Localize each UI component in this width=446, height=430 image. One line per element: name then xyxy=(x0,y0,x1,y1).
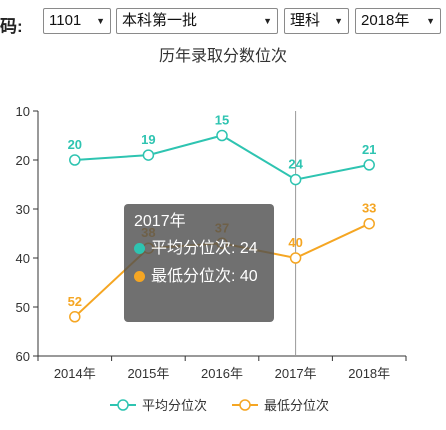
data-label: 20 xyxy=(68,137,82,152)
x-tick-label: 2014年 xyxy=(54,366,96,381)
data-point xyxy=(142,149,155,161)
subject-select[interactable]: 理科 ▼ xyxy=(284,8,349,34)
data-label: 52 xyxy=(68,294,82,309)
data-label: 33 xyxy=(362,201,376,216)
chevron-down-icon: ▼ xyxy=(96,16,105,26)
chevron-down-icon: ▼ xyxy=(426,16,435,26)
legend-marker-icon xyxy=(239,399,251,411)
data-label: 21 xyxy=(362,142,376,157)
data-point xyxy=(69,154,81,166)
code-label: 码: xyxy=(0,17,23,36)
x-tick-label: 2017年 xyxy=(275,366,317,381)
data-label: 24 xyxy=(288,157,303,172)
tooltip-row-avg-label: 平均分位次: 24 xyxy=(151,240,258,257)
y-tick-label: 10 xyxy=(16,104,30,119)
chevron-down-icon: ▼ xyxy=(263,16,272,26)
series-line-0 xyxy=(74,134,370,181)
y-tick-label: 40 xyxy=(16,251,30,266)
year-select[interactable]: 2018年 ▼ xyxy=(355,8,441,34)
data-point xyxy=(289,252,302,264)
batch-select[interactable]: 本科第一批 ▼ xyxy=(116,8,278,34)
data-label: 15 xyxy=(215,113,229,128)
subject-select-value: 理科 xyxy=(290,12,321,29)
y-tick-label: 50 xyxy=(16,300,30,315)
x-tick-label: 2016年 xyxy=(201,366,243,381)
y-tick-label: 20 xyxy=(16,153,30,168)
min-series-dot-icon xyxy=(134,271,145,282)
batch-select-value: 本科第一批 xyxy=(122,12,198,29)
data-point xyxy=(69,311,81,323)
data-label: 40 xyxy=(288,235,302,250)
legend-marker-icon xyxy=(117,399,129,411)
code-select[interactable]: 1101 ▼ xyxy=(43,8,111,34)
x-tick-label: 2015年 xyxy=(127,366,169,381)
data-label: 19 xyxy=(141,132,155,147)
filter-toolbar: 码: 1101 ▼ 本科第一批 ▼ 理科 ▼ 2018年 ▼ xyxy=(0,8,446,36)
y-tick-label: 60 xyxy=(16,349,30,364)
tooltip-row-min: 最低分位次: 40 xyxy=(134,266,264,288)
x-tick-label: 2018年 xyxy=(348,366,390,381)
data-point xyxy=(216,129,228,142)
tooltip-row-min-label: 最低分位次: 40 xyxy=(151,268,258,285)
data-point xyxy=(363,217,375,230)
code-select-value: 1101 xyxy=(49,12,82,29)
legend-label: 平均分位次 xyxy=(142,398,207,413)
avg-series-dot-icon xyxy=(134,243,145,254)
tooltip-row-avg: 平均分位次: 24 xyxy=(134,238,264,260)
data-point xyxy=(363,159,375,171)
data-point xyxy=(289,173,302,186)
year-select-value: 2018年 xyxy=(361,12,410,29)
chevron-down-icon: ▼ xyxy=(334,16,343,26)
legend-label: 最低分位次 xyxy=(264,398,329,413)
tooltip-title: 2017年 xyxy=(134,213,186,230)
chart-tooltip: 2017年 平均分位次: 24 最低分位次: 40 xyxy=(124,204,274,322)
chart-title: 历年录取分数位次 xyxy=(158,48,287,65)
y-tick-label: 30 xyxy=(16,202,30,217)
